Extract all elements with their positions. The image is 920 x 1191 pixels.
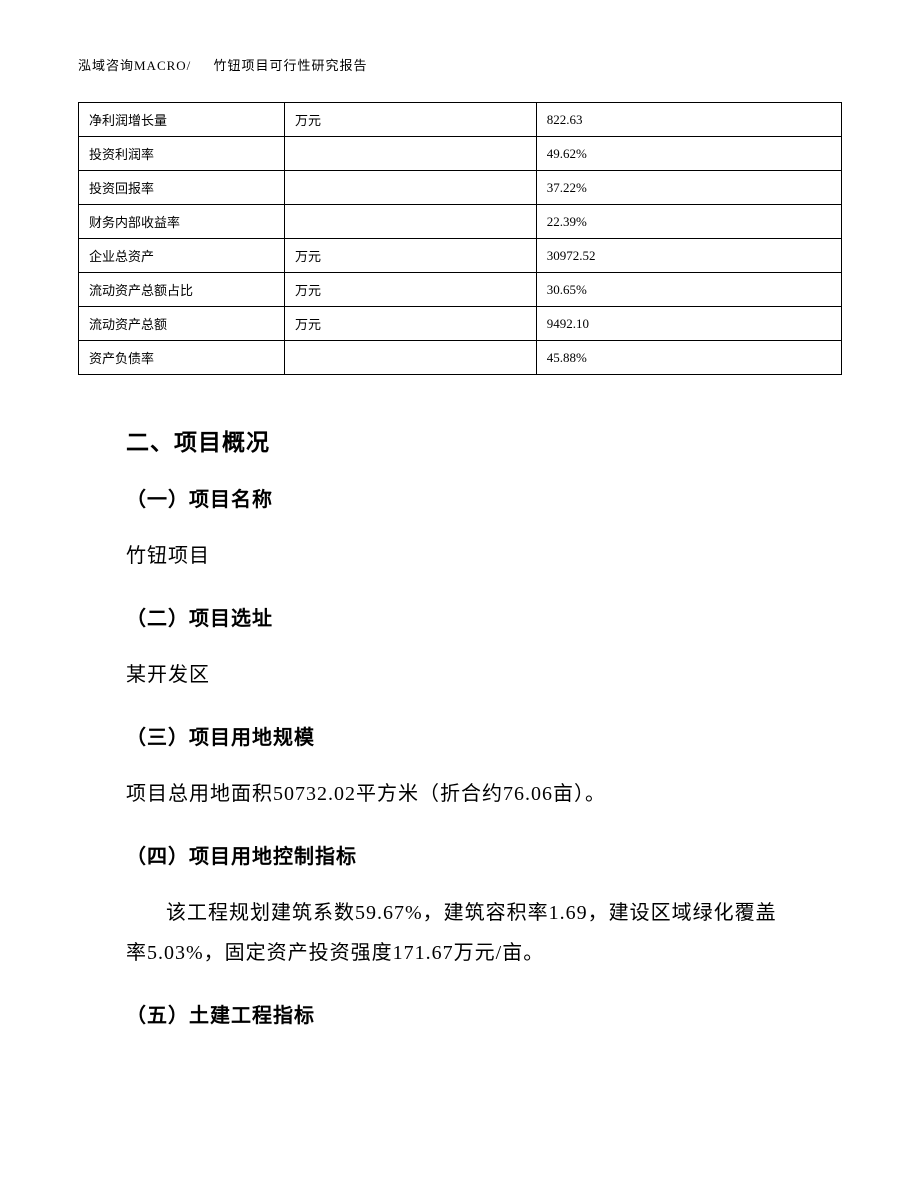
table-cell-label: 流动资产总额占比 [79, 273, 285, 307]
table-cell-label: 流动资产总额 [79, 307, 285, 341]
table-cell-label: 投资回报率 [79, 171, 285, 205]
body-text-2: 某开发区 [126, 655, 794, 695]
table-row: 净利润增长量 万元 822.63 [79, 103, 842, 137]
subsection-title-3: （三）项目用地规模 [126, 721, 794, 750]
table-cell-label: 企业总资产 [79, 239, 285, 273]
table-cell-unit: 万元 [285, 307, 537, 341]
table-cell-label: 净利润增长量 [79, 103, 285, 137]
header-title: 竹钮项目可行性研究报告 [214, 58, 368, 73]
table-cell-value: 45.88% [536, 341, 841, 375]
table-row: 流动资产总额占比 万元 30.65% [79, 273, 842, 307]
body-text-4: 该工程规划建筑系数59.67%，建筑容积率1.69，建设区域绿化覆盖率5.03%… [126, 893, 794, 973]
content-area: 二、项目概况 （一）项目名称 竹钮项目 （二）项目选址 某开发区 （三）项目用地… [78, 423, 842, 1028]
table-cell-unit [285, 205, 537, 239]
subsection-title-2: （二）项目选址 [126, 602, 794, 631]
table-cell-unit [285, 341, 537, 375]
table-row: 流动资产总额 万元 9492.10 [79, 307, 842, 341]
table-row: 资产负债率 45.88% [79, 341, 842, 375]
table-row: 财务内部收益率 22.39% [79, 205, 842, 239]
body-text-3: 项目总用地面积50732.02平方米（折合约76.06亩）。 [126, 774, 794, 814]
page-header: 泓域咨询MACRO/ 竹钮项目可行性研究报告 [78, 55, 842, 74]
body-text-1: 竹钮项目 [126, 536, 794, 576]
header-company: 泓域咨询MACRO/ [78, 58, 191, 73]
table-cell-unit [285, 137, 537, 171]
table-cell-unit: 万元 [285, 273, 537, 307]
table-cell-label: 财务内部收益率 [79, 205, 285, 239]
table-row: 投资利润率 49.62% [79, 137, 842, 171]
section-title-main: 二、项目概况 [126, 423, 794, 457]
table-cell-value: 37.22% [536, 171, 841, 205]
table-cell-label: 资产负债率 [79, 341, 285, 375]
table-cell-unit [285, 171, 537, 205]
table-cell-value: 30972.52 [536, 239, 841, 273]
table-cell-unit: 万元 [285, 239, 537, 273]
table-row: 投资回报率 37.22% [79, 171, 842, 205]
table-cell-value: 9492.10 [536, 307, 841, 341]
table-cell-value: 822.63 [536, 103, 841, 137]
subsection-title-1: （一）项目名称 [126, 483, 794, 512]
table-cell-value: 22.39% [536, 205, 841, 239]
document-page: 泓域咨询MACRO/ 竹钮项目可行性研究报告 净利润增长量 万元 822.63 … [0, 0, 920, 1028]
table-cell-unit: 万元 [285, 103, 537, 137]
table-cell-label: 投资利润率 [79, 137, 285, 171]
subsection-title-5: （五）土建工程指标 [126, 999, 794, 1028]
financial-table: 净利润增长量 万元 822.63 投资利润率 49.62% 投资回报率 37.2… [78, 102, 842, 375]
table-cell-value: 30.65% [536, 273, 841, 307]
table-cell-value: 49.62% [536, 137, 841, 171]
table-row: 企业总资产 万元 30972.52 [79, 239, 842, 273]
table-body: 净利润增长量 万元 822.63 投资利润率 49.62% 投资回报率 37.2… [79, 103, 842, 375]
subsection-title-4: （四）项目用地控制指标 [126, 840, 794, 869]
